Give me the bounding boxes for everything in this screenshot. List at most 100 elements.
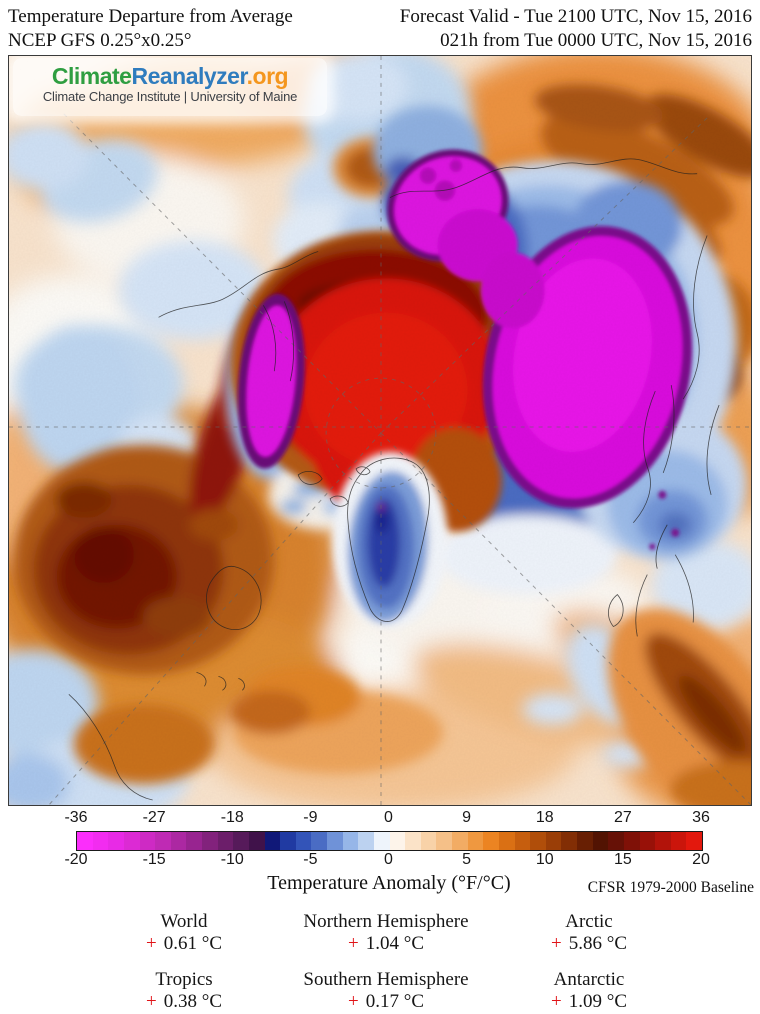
- stat-label: Southern Hemisphere: [303, 969, 469, 990]
- colorbar-title: Temperature Anomaly (°F/°C): [267, 872, 511, 894]
- stat-cell-southern-hemisphere: Southern Hemisphere +0.17 °C: [271, 969, 501, 1013]
- logo-subtitle: Climate Change Institute | University of…: [42, 89, 298, 104]
- colorbar-segment: [77, 832, 93, 850]
- forecast-valid-label: Forecast Valid - Tue 2100 UTC, Nov 15, 2…: [399, 6, 752, 27]
- colorbar-segment: [592, 832, 609, 850]
- stat-number: 1.04 °C: [365, 933, 424, 954]
- colorbar-segment: [483, 832, 499, 850]
- colorbar-segment: [233, 832, 249, 850]
- colorbar-tick-c: -15: [142, 851, 166, 868]
- colorbar-segment: [170, 832, 187, 850]
- colorbar-tick-f: 18: [535, 809, 554, 826]
- stat-value: +0.61 °C: [69, 933, 299, 955]
- logo-wordmark: ClimateReanalyzer.org: [13, 63, 327, 89]
- colorbar-segment: [108, 832, 124, 850]
- colorbar-tick-f: 36: [692, 809, 710, 826]
- colorbar-segment: [92, 832, 109, 850]
- colorbar-tick-c: -20: [64, 851, 88, 868]
- stat-number: 5.86 °C: [568, 933, 627, 954]
- colorbar-tick-f: -18: [220, 809, 244, 826]
- forecast-hour-label: 021h from Tue 0000 UTC, Nov 15, 2016: [440, 30, 752, 51]
- colorbar-tick-c: -10: [220, 851, 244, 868]
- colorbar-segment: [202, 832, 218, 850]
- stat-label: Tropics: [155, 969, 213, 990]
- colorbar-tick-c: 0: [384, 851, 393, 868]
- colorbar-segment: [514, 832, 531, 850]
- colorbar-segment: [280, 832, 296, 850]
- colorbar-tick-c: 5: [462, 851, 472, 868]
- colorbar-tick-f: 27: [613, 809, 632, 826]
- colorbar-segment: [248, 832, 265, 850]
- stat-cell-arctic: Arctic +5.86 °C: [474, 911, 704, 955]
- plus-sign: +: [348, 933, 359, 954]
- stat-number: 0.17 °C: [365, 991, 424, 1012]
- header-left: Temperature Departure from Average NCEP …: [8, 5, 293, 53]
- logo-org: .org: [246, 63, 289, 89]
- colorbar-segment: [545, 832, 562, 850]
- stat-cell-world: World +0.61 °C: [69, 911, 299, 955]
- colorbar-segment: [373, 832, 390, 850]
- colorbar-ticks-fahrenheit: -36 -27 -18 -9 0 9 18 27 36: [64, 809, 709, 827]
- colorbar-segment: [155, 832, 171, 850]
- colorbar-tick-c: 20: [692, 851, 710, 868]
- stat-number: 0.38 °C: [163, 991, 222, 1012]
- colorbar-tick-f: -36: [64, 809, 88, 826]
- colorbar-segment: [608, 832, 624, 850]
- colorbar-segment: [264, 832, 281, 850]
- stat-number: 0.61 °C: [163, 933, 222, 954]
- anomaly-map-svg: [9, 56, 751, 805]
- plus-sign: +: [551, 933, 562, 954]
- stat-cell-tropics: Tropics +0.38 °C: [69, 969, 299, 1013]
- colorbar-segment: [311, 832, 327, 850]
- colorbar-segment: [327, 832, 343, 850]
- colorbar-segment: [655, 832, 671, 850]
- colorbar-segment: [467, 832, 484, 850]
- plus-sign: +: [348, 991, 359, 1012]
- colorbar-segment: [452, 832, 468, 850]
- colorbar-segment: [295, 832, 312, 850]
- colorbar: [76, 831, 703, 851]
- colorbar-segment: [186, 832, 202, 850]
- colorbar-segment: [217, 832, 234, 850]
- colorbar-segment: [639, 832, 656, 850]
- colorbar-segment: [530, 832, 546, 850]
- stat-value: +0.17 °C: [271, 991, 501, 1013]
- anomaly-map: ClimateReanalyzer.org Climate Change Ins…: [8, 55, 752, 806]
- colorbar-segment: [358, 832, 374, 850]
- colorbar-segment: [686, 832, 702, 850]
- stat-label: Antarctic: [553, 969, 625, 990]
- logo: ClimateReanalyzer.org Climate Change Ins…: [13, 58, 327, 116]
- plus-sign: +: [551, 991, 562, 1012]
- logo-reanalyzer: Reanalyzer: [131, 63, 247, 89]
- colorbar-tick-f: -27: [142, 809, 166, 826]
- stat-cell-northern-hemisphere: Northern Hemisphere +1.04 °C: [271, 911, 501, 955]
- texture-noise-overlay: [9, 56, 751, 805]
- stat-value: +5.86 °C: [474, 933, 704, 955]
- colorbar-tick-c: 10: [535, 851, 554, 868]
- colorbar-tick-f: 9: [462, 809, 472, 826]
- colorbar-tick-f: 0: [384, 809, 393, 826]
- stat-value: +1.09 °C: [474, 991, 704, 1013]
- colorbar-segment: [498, 832, 515, 850]
- colorbar-segment: [139, 832, 156, 850]
- baseline-note: CFSR 1979-2000 Baseline: [587, 879, 754, 896]
- colorbar-tick-c: 15: [613, 851, 632, 868]
- colorbar-segment: [670, 832, 687, 850]
- colorbar-tick-c: -5: [303, 851, 318, 868]
- header-right: Forecast Valid - Tue 2100 UTC, Nov 15, 2…: [400, 5, 752, 53]
- colorbar-segment: [389, 832, 406, 850]
- model-label: NCEP GFS 0.25°x0.25°: [8, 30, 192, 51]
- plus-sign: +: [146, 991, 157, 1012]
- map-title: Temperature Departure from Average: [8, 6, 293, 27]
- logo-climate: Climate: [51, 63, 132, 89]
- stat-label: Northern Hemisphere: [303, 911, 469, 932]
- stat-label: Arctic: [565, 911, 613, 932]
- stat-cell-antarctic: Antarctic +1.09 °C: [474, 969, 704, 1013]
- stat-value: +1.04 °C: [271, 933, 501, 955]
- colorbar-ticks-celsius: -20 -15 -10 -5 0 5 10 15 20: [64, 851, 709, 869]
- stat-label: World: [160, 911, 208, 932]
- colorbar-segment: [561, 832, 577, 850]
- colorbar-tick-f: -9: [303, 809, 318, 826]
- colorbar-segment: [123, 832, 140, 850]
